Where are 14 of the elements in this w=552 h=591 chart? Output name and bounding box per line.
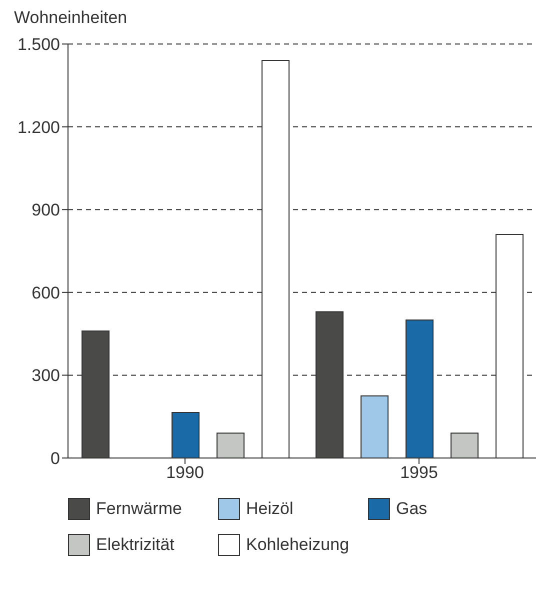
legend-label: Fernwärme [96, 499, 182, 519]
y-axis-title: Wohneinheiten [14, 8, 128, 29]
legend-label: Kohleheizung [246, 535, 350, 555]
y-tick-label: 300 [32, 366, 60, 386]
y-tick-label: 1.500 [17, 35, 60, 54]
x-tick-label: 1990 [166, 463, 204, 482]
y-tick-label: 900 [32, 200, 60, 220]
legend-label: Elektrizität [96, 535, 174, 555]
y-tick-label: 1.200 [17, 118, 60, 137]
legend-label: Heizöl [246, 499, 294, 519]
y-tick-label: 0 [50, 449, 60, 468]
legend-label: Gas [396, 499, 428, 519]
y-tick-label: 600 [32, 283, 60, 302]
x-tick-label: 1995 [400, 463, 438, 482]
